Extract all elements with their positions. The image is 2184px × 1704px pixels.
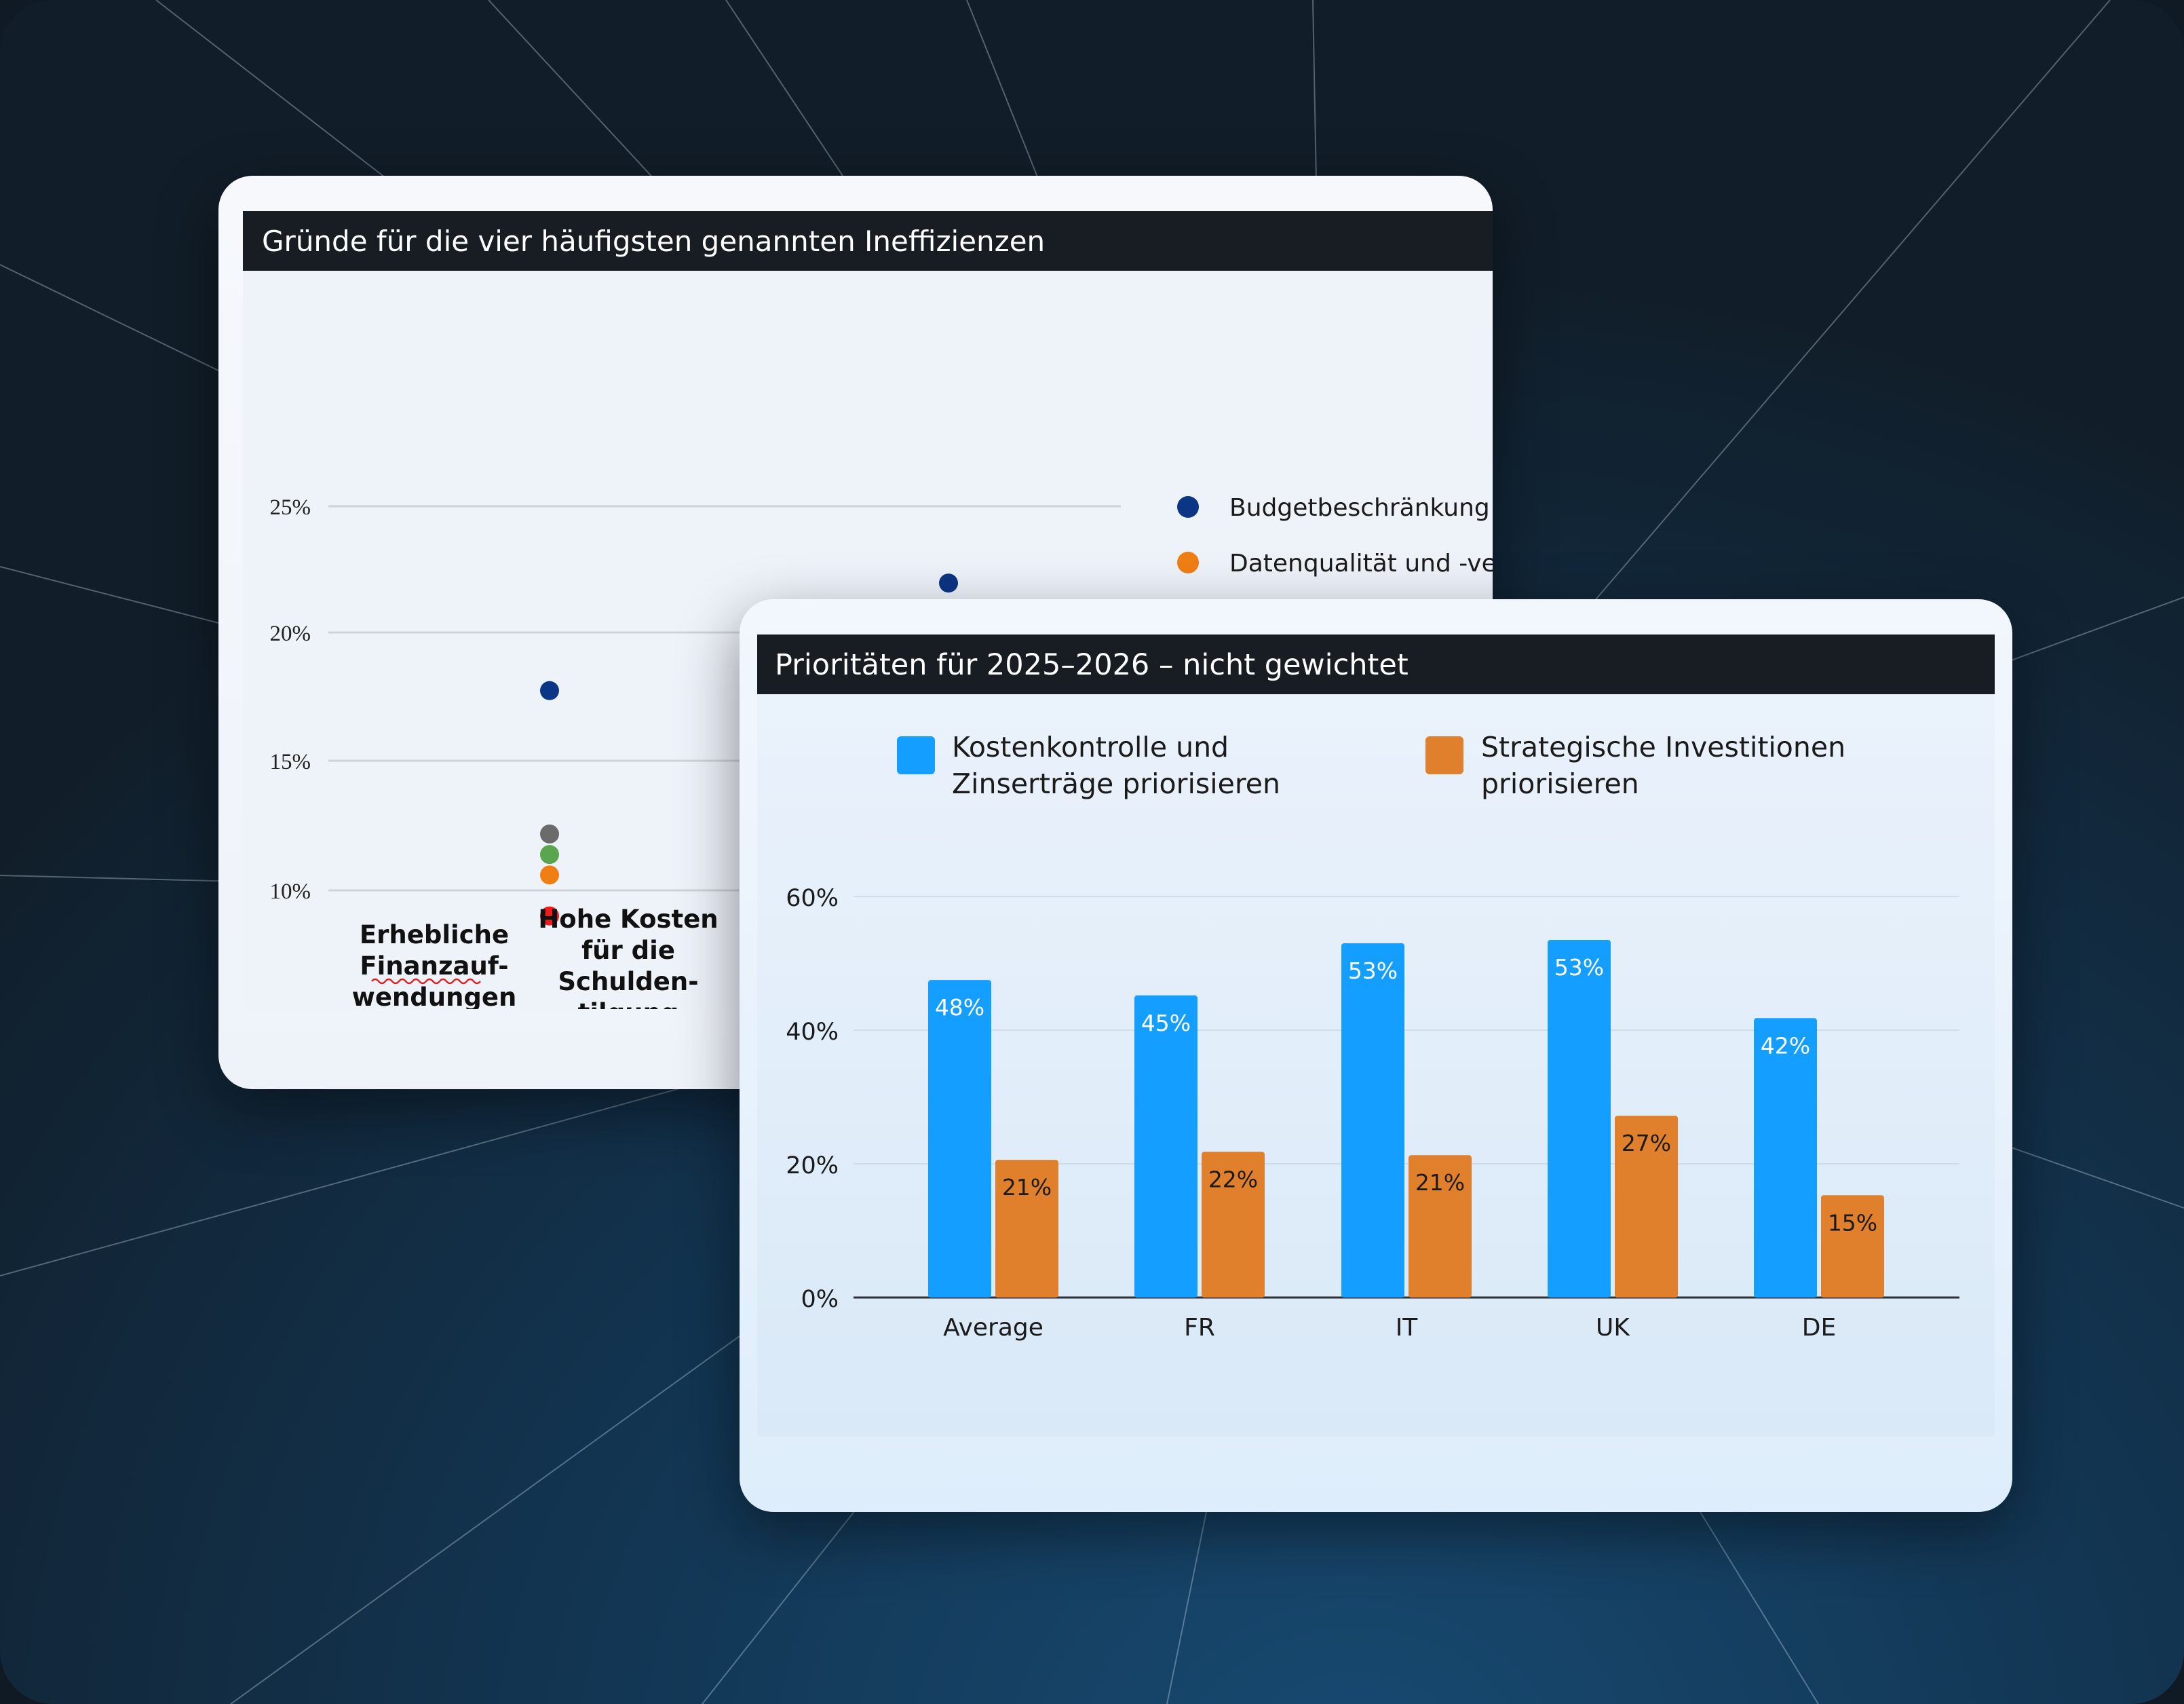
bar-label-strategic-uk: 27% <box>1622 1130 1671 1156</box>
bar-x-label-fr: FR <box>1184 1314 1215 1342</box>
legend-marker-data-quality <box>1177 552 1199 573</box>
spellcheck-underline <box>371 978 481 985</box>
legend-label-cost-control-line1: Kostenkontrolle und <box>952 731 1229 763</box>
bar-x-label-de: DE <box>1802 1314 1836 1342</box>
bar-cost-control-fr <box>1134 995 1198 1298</box>
scatter-point-gray-0 <box>540 824 559 844</box>
bar-legend: Kostenkontrolle und Zinserträge priorisi… <box>897 731 1845 800</box>
priorities-card: Prioritäten für 2025–2026 – nicht gewich… <box>740 599 2012 1512</box>
bar-y-ticks: 0% 20% 40% 60% <box>786 885 839 1313</box>
x-label-financial-expenses-line3: wendungen <box>352 983 517 1009</box>
scatter-point-budget-1 <box>939 573 958 593</box>
scatter-points <box>540 573 958 926</box>
bar-strategic-de <box>1821 1195 1884 1298</box>
scatter-y-ticks: 25% 20% 15% 10% <box>270 495 311 904</box>
priorities-chart-panel: Kostenkontrolle und Zinserträge priorisi… <box>757 694 1995 1437</box>
scatter-point-red-0 <box>540 906 559 926</box>
bar-strategic-average <box>995 1160 1058 1298</box>
priorities-card-header: Prioritäten für 2025–2026 – nicht gewich… <box>757 635 1995 694</box>
bar-label-cost-control-fr: 45% <box>1141 1010 1191 1036</box>
bar-x-label-uk: UK <box>1596 1314 1630 1342</box>
legend-label-strategic-line2: priorisieren <box>1481 768 1639 800</box>
scatter-x-labels: Erhebliche Finanzauf- wendungen Hohe Kos… <box>352 905 719 1027</box>
scatter-point-data_quality-0 <box>540 865 559 885</box>
legend-swatch-strategic <box>1425 736 1463 774</box>
x-label-financial-expenses-line2: Finanzauf- <box>360 951 508 981</box>
bar-cost-control-it <box>1341 943 1404 1298</box>
bar-label-strategic-de: 15% <box>1828 1209 1877 1236</box>
scatter-point-green-0 <box>540 845 559 865</box>
bar-label-cost-control-uk: 53% <box>1554 954 1604 981</box>
inefficiencies-scatter-chart: 25% 20% 15% 10% Budgetbeschränkung Daten… <box>270 494 1493 1027</box>
bar-y-tick-60: 60% <box>786 885 839 912</box>
priorities-card-title: Prioritäten für 2025–2026 – nicht gewich… <box>775 648 1409 682</box>
legend-marker-budget <box>1177 496 1199 518</box>
scatter-legend: Budgetbeschränkung Datenqualität und -ve <box>1177 494 1493 578</box>
x-label-debt-costs-line4: tilgung <box>578 998 679 1009</box>
x-label-debt-costs-line3: Schulden- <box>558 967 698 996</box>
bar-cost-control-uk <box>1548 940 1611 1298</box>
bar-label-cost-control-average: 48% <box>935 994 984 1021</box>
legend-label-strategic-line1: Strategische Investitionen <box>1481 731 1845 763</box>
bar-strategic-it <box>1409 1155 1472 1298</box>
priorities-bar-chart: Kostenkontrolle und Zinserträge priorisi… <box>786 731 1959 1342</box>
inefficiencies-card-header: Gründe für die vier häufigsten genannten… <box>243 211 1493 271</box>
bar-strategic-fr <box>1202 1152 1265 1298</box>
bar-label-strategic-fr: 22% <box>1208 1166 1258 1192</box>
legend-label-cost-control-line2: Zinserträge priorisieren <box>952 768 1280 800</box>
bar-y-tick-40: 40% <box>786 1019 839 1046</box>
y-tick-25: 25% <box>270 495 311 520</box>
bar-marks: 48% 21% 45% 22% 53% 21% 53% 27% 42% 15% <box>928 940 1884 1298</box>
bar-cost-control-de <box>1754 1018 1817 1298</box>
legend-label-budget: Budgetbeschränkung <box>1229 494 1490 522</box>
bar-strategic-uk <box>1615 1116 1678 1298</box>
bar-y-tick-20: 20% <box>786 1152 839 1179</box>
bar-label-cost-control-it: 53% <box>1348 958 1398 984</box>
legend-swatch-cost-control <box>897 736 935 774</box>
x-label-debt-costs-line1: Hohe Kosten <box>538 905 718 934</box>
scatter-point-budget-0 <box>540 681 559 700</box>
bar-label-strategic-it: 21% <box>1415 1169 1465 1196</box>
bar-x-labels: Average FR IT UK DE <box>943 1314 1836 1342</box>
x-label-debt-costs-line2: für die <box>581 936 675 965</box>
y-tick-15: 15% <box>270 750 311 774</box>
legend-label-data-quality: Datenqualität und -ve <box>1229 550 1493 578</box>
bar-label-cost-control-de: 42% <box>1761 1032 1810 1059</box>
bar-x-label-it: IT <box>1396 1314 1419 1342</box>
y-tick-10: 10% <box>270 879 311 904</box>
bar-y-tick-0: 0% <box>801 1286 839 1313</box>
bar-label-strategic-average: 21% <box>1002 1174 1052 1200</box>
y-tick-20: 20% <box>270 622 311 646</box>
bar-cost-control-average <box>928 980 991 1298</box>
x-label-financial-expenses-line1: Erhebliche <box>360 920 509 949</box>
inefficiencies-card-title: Gründe für die vier häufigsten genannten… <box>262 225 1046 258</box>
bar-x-label-average: Average <box>943 1314 1043 1342</box>
